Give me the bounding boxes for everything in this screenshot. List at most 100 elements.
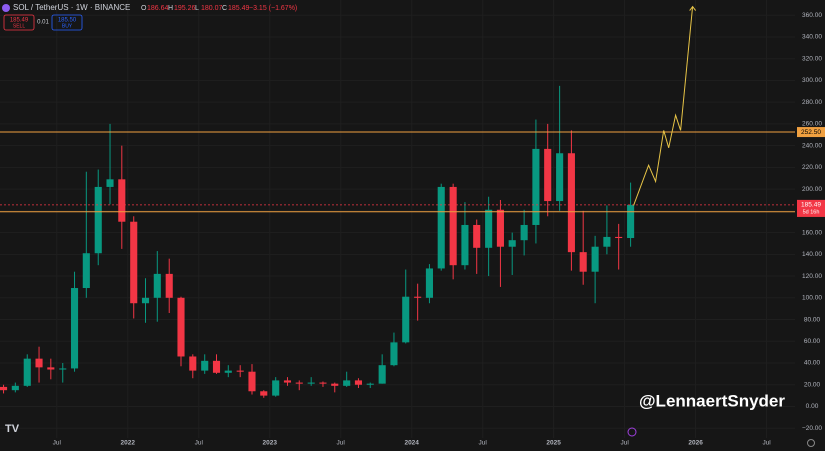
ohlc-value: 186.64 — [147, 5, 169, 12]
countdown: 5d 16h — [803, 209, 820, 215]
candle-body — [130, 221, 138, 304]
level-label: 252.50 — [801, 129, 821, 136]
candle-body — [556, 153, 564, 202]
y-tick-label: 360.00 — [802, 12, 822, 19]
buy-button[interactable] — [51, 14, 83, 31]
sell-button[interactable] — [3, 14, 35, 31]
projection-line — [633, 6, 694, 206]
candle-body — [615, 236, 623, 239]
watermark: @LennaertSnyder — [639, 391, 785, 410]
x-tick-label: Jul — [479, 440, 488, 447]
candle-body — [70, 288, 79, 369]
candle-body — [414, 296, 422, 298]
symbol-icon — [2, 4, 10, 12]
candle-body — [236, 370, 244, 372]
x-tick-label: Jul — [337, 440, 346, 447]
candle-body — [319, 382, 327, 384]
candle-body — [343, 380, 351, 386]
candle-body — [307, 382, 315, 384]
sell-price: 185.49 — [10, 18, 29, 24]
ohlc-value: 185.49 — [228, 5, 250, 12]
candle-body — [378, 365, 386, 384]
buy-price: 185.50 — [58, 18, 77, 24]
candle-body — [485, 209, 493, 248]
candle-body — [295, 382, 303, 384]
candle-body — [260, 391, 268, 396]
y-tick-label: 100.00 — [802, 295, 822, 302]
candle-body — [508, 240, 516, 247]
candle-body — [189, 356, 197, 371]
ohlc-key: C — [222, 5, 227, 12]
candle-body — [153, 273, 161, 298]
candle-body — [35, 358, 43, 368]
y-tick-label: 60.00 — [804, 338, 821, 345]
y-tick-label: 320.00 — [802, 55, 822, 62]
candle-body — [212, 360, 221, 373]
change: −3.15 (−1.67%) — [249, 5, 297, 12]
symbol: SOL / TetherUS · 1W · BINANCE — [13, 3, 130, 12]
candle-body — [437, 186, 445, 269]
candle-body — [520, 224, 528, 241]
x-tick-label: Jul — [195, 440, 204, 447]
candle-body — [627, 204, 635, 239]
x-tick-label: Jul — [53, 440, 62, 447]
ohlc-value: 180.07 — [201, 5, 223, 12]
candle-body — [390, 342, 398, 366]
ohlc-key: H — [168, 5, 173, 12]
buy-label: BUY — [62, 23, 73, 29]
candle-body — [106, 179, 114, 187]
projection-arrow — [689, 5, 697, 11]
candle-body — [461, 224, 469, 266]
candle-body — [23, 358, 31, 386]
y-tick-label: 280.00 — [802, 99, 822, 106]
y-tick-label: 40.00 — [804, 360, 821, 367]
candle-body — [59, 368, 67, 370]
x-tick-label: Jul — [620, 440, 629, 447]
y-tick-label: 160.00 — [802, 229, 822, 236]
ohlc-key: O — [141, 5, 147, 12]
candle-body — [449, 186, 457, 266]
ohlc: O 186.64 H 195.26 L 180.07 C 185.49 — [141, 5, 250, 12]
candle-body — [283, 380, 292, 383]
candle-body — [118, 179, 126, 222]
x-tick-label: 2024 — [404, 440, 419, 447]
y-tick-label: 20.00 — [804, 381, 821, 388]
candle-body — [496, 209, 504, 247]
y-tick-label: 140.00 — [802, 251, 822, 258]
candle-body — [0, 386, 8, 391]
spread: 0.01 — [37, 20, 49, 26]
y-tick-label: 300.00 — [802, 77, 822, 84]
candle-body — [177, 297, 185, 357]
settings-icon[interactable] — [807, 439, 815, 447]
candle-body — [201, 360, 209, 371]
candle-body — [354, 380, 363, 385]
last-price-label: 185.49 — [801, 202, 821, 209]
candle-body — [402, 296, 410, 343]
candle-body — [165, 273, 173, 298]
candle-body — [591, 246, 599, 272]
candle-body — [473, 224, 481, 248]
candle-body — [141, 297, 150, 304]
y-tick-label: 240.00 — [802, 142, 822, 149]
candle-body — [94, 186, 102, 254]
candle-body — [567, 153, 575, 253]
y-tick-label: 340.00 — [802, 34, 822, 41]
candle-body — [248, 371, 256, 392]
x-tick-label: 2026 — [688, 440, 703, 447]
x-tick-label: 2023 — [262, 440, 277, 447]
event-icon[interactable] — [627, 427, 637, 437]
y-tick-label: 120.00 — [802, 273, 822, 280]
candle-body — [603, 236, 611, 247]
plot — [0, 5, 795, 398]
x-tick-label: 2025 — [546, 440, 561, 447]
candle-body — [224, 370, 232, 373]
axes: 360.00 340.00 320.00 300.00 280.00 260.00 240.… — [53, 12, 825, 447]
candle-body — [366, 383, 374, 385]
y-tick-label: 260.00 — [802, 121, 822, 128]
y-tick-label: 80.00 — [804, 316, 821, 323]
tv-logo: TV — [5, 423, 20, 435]
y-tick-label: −20.00 — [802, 425, 822, 432]
